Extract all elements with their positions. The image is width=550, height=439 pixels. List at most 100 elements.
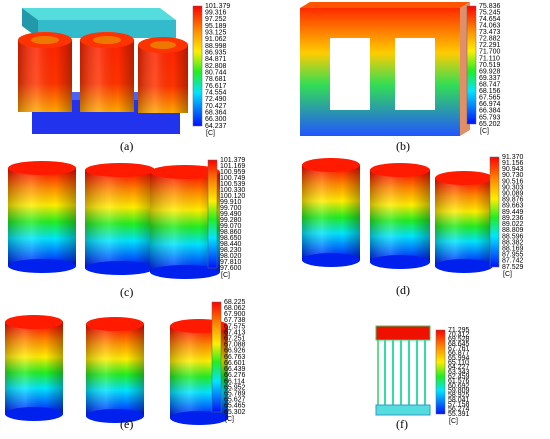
cylinder-bottom [86,409,144,423]
colorbar-tick-label: 99.280 [220,217,242,224]
colorbar-tick-label: 99.070 [220,223,242,230]
cylinder-top [302,158,360,172]
colorbar-tick-label: 91.370 [502,154,524,161]
colorbar-unit: [C] [221,272,230,279]
colorbar-tick-label: 98.860 [220,229,242,236]
colorbar-tick-label: 90.943 [502,166,524,173]
colorbar-tick-label: 70.412 [448,332,470,339]
colorbar-unit: [C] [449,418,458,425]
panel: 68.22568.06267.90067.73867.57567.41367.2… [120,299,246,431]
colorbar-tick-label: 66.877 [448,350,470,357]
colorbar-tick-label: 89.876 [502,197,524,204]
cylinder-bottom [435,259,493,273]
colorbar-tick-label: 91.062 [205,36,227,43]
cylinder-bottom [302,253,360,267]
colorbar-unit: [C] [503,271,512,278]
colorbar [489,156,500,268]
colorbar-tick-label: 88.382 [502,239,524,246]
colorbar-tick-label: 57.158 [448,402,470,409]
colorbar-tick-label: 63.343 [448,369,470,376]
colorbar [435,329,446,415]
colorbar-tick-label: 67.575 [224,323,246,330]
colorbar-tick-label: 74.654 [479,16,501,23]
colorbar-tick-label: 66.974 [479,101,501,108]
colorbar-tick-label: 69.528 [448,336,470,343]
colorbar-tick-label: 82.808 [205,63,227,70]
colorbar-tick-label: 67.761 [448,346,470,353]
colorbar-tick-label: 97.810 [220,259,242,266]
cylinder-bottom [8,259,76,273]
colorbar-tick-label: 91.156 [502,160,524,167]
colorbar-tick-label: 78.681 [205,76,227,83]
colorbar-tick-label: 100.959 [220,169,245,176]
cylinder-shade [86,324,144,416]
colorbar-tick-label: 100.120 [220,193,245,200]
panel: 75.83675.24574.65474.06373.47372.88272.2… [396,3,501,153]
cylinder-shade [435,178,493,266]
colorbar-tick-label: 68.747 [479,82,501,89]
colorbar-tick-label: 97.600 [220,265,242,272]
colorbar-tick-label: 67.900 [224,311,246,318]
colorbar-tick-label: 100.749 [220,175,245,182]
colorbar-tick-label: 74.554 [205,90,227,97]
colorbar-tick-label: 88.998 [205,43,227,50]
colorbar-tick-label: 64.237 [205,123,227,130]
colorbar-tick-label: 66.300 [205,116,227,123]
colorbar-tick-label: 64.227 [448,364,470,371]
colorbar-tick-label: 73.473 [479,29,501,36]
colorbar [192,5,203,127]
cylinder-top [8,161,76,175]
colorbar-tick-label: 71.700 [479,49,501,56]
colorbar-tick-label: 90.089 [502,191,524,198]
colorbar-tick-label: 75.245 [479,9,501,16]
cylinder-top [435,171,493,185]
colorbar-tick-label: 71.110 [479,55,500,62]
colorbar-tick-label: 68.364 [205,110,227,117]
colorbar-tick-label: 88.809 [502,227,524,234]
cylinder-shade [302,165,360,260]
colorbar-tick-label: 89.449 [502,209,524,216]
cylinder-bottom [170,411,228,425]
colorbar-tick-label: 66.601 [224,360,246,367]
colorbar-tick-label: 89.663 [502,203,524,210]
colorbar-tick-label: 65.465 [224,403,246,410]
colorbar-tick-label: 69.928 [479,68,501,75]
colorbar-tick-label: 90.303 [502,184,524,191]
colorbar-tick-label: 65.789 [224,391,246,398]
colorbar-tick-label: 68.156 [479,88,501,95]
colorbar-tick-label: 88.169 [502,246,524,253]
colorbar-tick-label: 65.202 [479,121,501,128]
colorbar-tick-label: 59.809 [448,388,470,395]
colorbar-tick-label: 76.617 [205,83,227,90]
colorbar-tick-label: 89.236 [502,215,524,222]
cylinder-bottom [150,265,220,279]
panel-b-render [300,2,470,136]
panel-label: (c) [120,285,133,299]
colorbar-tick-label: 97.252 [205,16,227,23]
colorbar-tick-label: 75.836 [479,3,501,10]
cylinder-shade [8,168,76,266]
colorbar-tick-label: 101.379 [205,3,230,10]
colorbar-tick-label: 60.692 [448,383,470,390]
cylinder-top [85,163,155,177]
colorbar-unit: [C] [206,130,215,137]
colorbar-tick-label: 87.529 [502,264,524,271]
colorbar-tick-label: 66.384 [479,108,501,115]
panel-label: (b) [396,139,410,153]
colorbar-tick-label: 67.413 [224,329,246,336]
colorbar-tick-label: 69.337 [479,75,501,82]
colorbar-tick-label: 65.627 [224,397,246,404]
colorbar-tick-label: 88.596 [502,233,524,240]
panel-label: (a) [120,139,133,153]
cylinder-bottom [85,261,155,275]
colorbar-unit: [C] [225,416,234,423]
panel-label: (f) [396,417,408,431]
colorbar-tick-label: 98.230 [220,247,242,254]
colorbar-tick-label: 67.565 [479,95,501,102]
colorbar-tick-label: 72.291 [479,42,501,49]
cylinder-shade [370,170,430,262]
panel-label: (e) [120,417,133,431]
colorbar-tick-label: 72.490 [205,96,227,103]
colorbar-tick-label: 100.330 [220,187,245,194]
